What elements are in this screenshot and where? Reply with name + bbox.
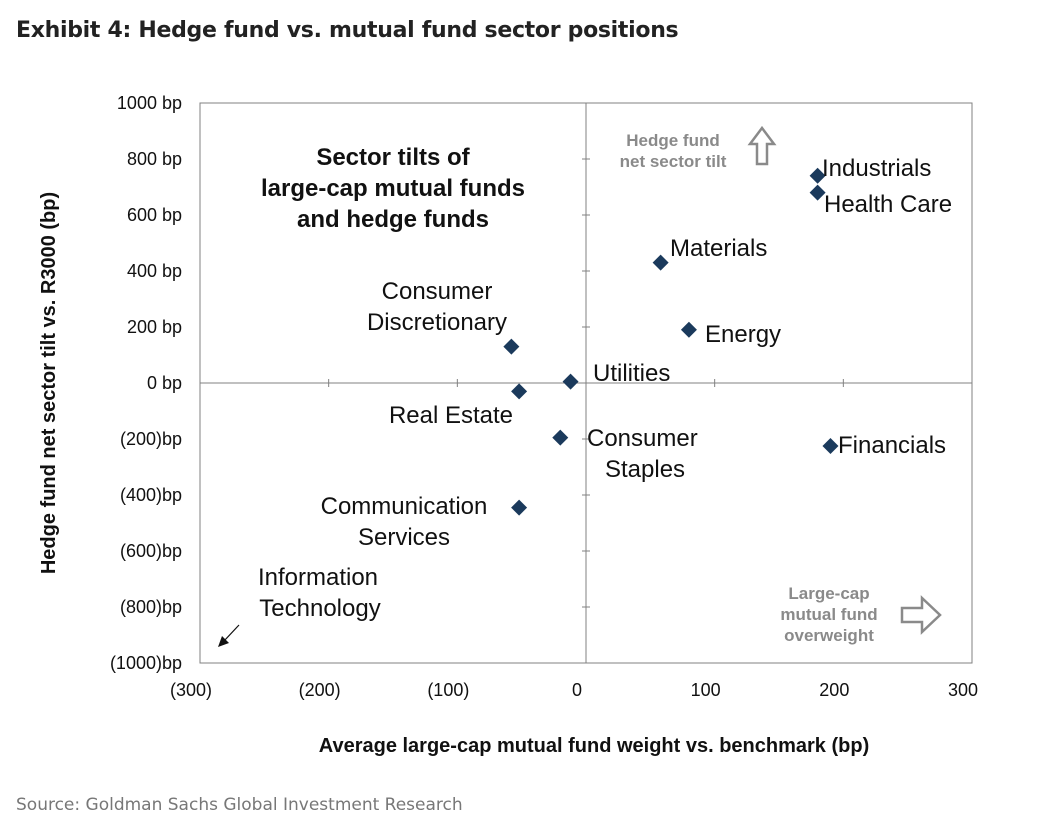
mutual-fund-hint-text: overweight [784, 626, 874, 645]
x-axis-label: Average large-cap mutual fund weight vs.… [319, 735, 869, 757]
point-labels: Industrials Health Care Materials Energy Con… [258, 155, 952, 622]
x-tick-label: 300 [948, 680, 978, 700]
x-tick-label: 100 [691, 680, 721, 700]
x-tick-label: (300) [170, 680, 212, 700]
point-consumer-discretionary [503, 338, 520, 355]
y-tick-label: (400)bp [120, 485, 182, 505]
y-tick-label: 400 bp [127, 261, 182, 281]
point-health-care [809, 184, 826, 201]
label-energy: Energy [705, 321, 781, 348]
direction-hints: Hedge fund net sector tilt Large-cap mutual… [620, 125, 942, 645]
y-tick-label: (800)bp [120, 597, 182, 617]
x-tick-label: (200) [299, 680, 341, 700]
label-consumer-discretionary: Discretionary [367, 309, 507, 336]
x-tick-labels: (300) (200) (100) 0 100 200 300 [170, 680, 978, 700]
y-tick-label: 200 bp [127, 317, 182, 337]
axis-lines [199, 102, 973, 664]
offchart-arrow-line [223, 624, 240, 642]
y-tick-label: (1000)bp [110, 653, 182, 673]
point-financials [822, 438, 839, 454]
y-axis-label: Hedge fund net sector tilt vs. R3000 (bp… [38, 192, 60, 574]
y-tick-label: 0 bp [147, 373, 182, 393]
label-information-technology: Information [258, 564, 378, 591]
point-real-estate [511, 383, 528, 400]
label-real-estate: Real Estate [389, 402, 513, 429]
hedge-fund-hint-text: Hedge fund [626, 131, 720, 150]
y-tick-label: 600 bp [127, 205, 182, 225]
hedge-fund-hint-text: net sector tilt [620, 152, 727, 171]
chart-title: Sector tilts of large-cap mutual funds and… [261, 144, 525, 233]
label-communication-services: Communication [321, 493, 488, 520]
label-utilities: Utilities [593, 360, 670, 387]
label-consumer-staples: Staples [605, 456, 685, 483]
y-tick-label: 1000 bp [117, 93, 182, 113]
right-arrow-icon [900, 595, 942, 635]
point-materials [652, 254, 669, 271]
label-communication-services: Services [358, 524, 450, 551]
x-tick-label: (100) [427, 680, 469, 700]
x-tick-label: 0 [572, 680, 582, 700]
label-industrials: Industrials [822, 155, 931, 182]
data-points [218, 167, 839, 647]
chart-title-line: large-cap mutual funds [261, 175, 525, 202]
point-energy [680, 321, 697, 338]
label-materials: Materials [670, 235, 767, 262]
chart-title-line: and hedge funds [297, 206, 489, 233]
point-communication-services [511, 499, 528, 516]
label-consumer-staples: Consumer [587, 425, 698, 452]
source-note: Source: Goldman Sachs Global Investment … [16, 795, 463, 815]
point-industrials [809, 167, 826, 184]
point-utilities [562, 373, 579, 390]
label-consumer-discretionary: Consumer [382, 278, 493, 305]
y-tick-label: (200)bp [120, 429, 182, 449]
x-tick-label: 200 [819, 680, 849, 700]
label-financials: Financials [838, 432, 946, 459]
y-tick-labels: 1000 bp 800 bp 600 bp 400 bp 200 bp 0 bp (200)… [110, 93, 182, 673]
mutual-fund-hint-text: mutual fund [780, 605, 877, 624]
mutual-fund-hint-text: Large-cap [788, 584, 869, 603]
scatter-chart: 1000 bp 800 bp 600 bp 400 bp 200 bp 0 bp (200)… [38, 93, 978, 757]
y-tick-label: 800 bp [127, 149, 182, 169]
label-information-technology: Technology [259, 595, 380, 622]
chart-title-line: Sector tilts of [316, 144, 470, 171]
point-consumer-staples [552, 429, 569, 446]
y-tick-label: (600)bp [120, 541, 182, 561]
exhibit-title: Exhibit 4: Hedge fund vs. mutual fund se… [16, 18, 679, 43]
up-arrow-icon [747, 125, 777, 166]
label-health-care: Health Care [824, 191, 952, 218]
offchart-arrowhead-information-technology [218, 636, 229, 647]
